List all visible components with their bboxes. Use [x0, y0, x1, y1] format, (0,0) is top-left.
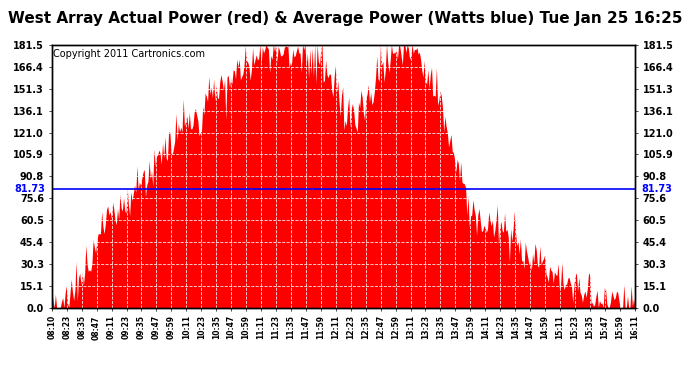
Text: 81.73: 81.73: [642, 184, 673, 194]
Text: West Array Actual Power (red) & Average Power (Watts blue) Tue Jan 25 16:25: West Array Actual Power (red) & Average …: [8, 11, 682, 26]
Text: 81.73: 81.73: [14, 184, 45, 194]
Text: Copyright 2011 Cartronics.com: Copyright 2011 Cartronics.com: [53, 49, 205, 59]
